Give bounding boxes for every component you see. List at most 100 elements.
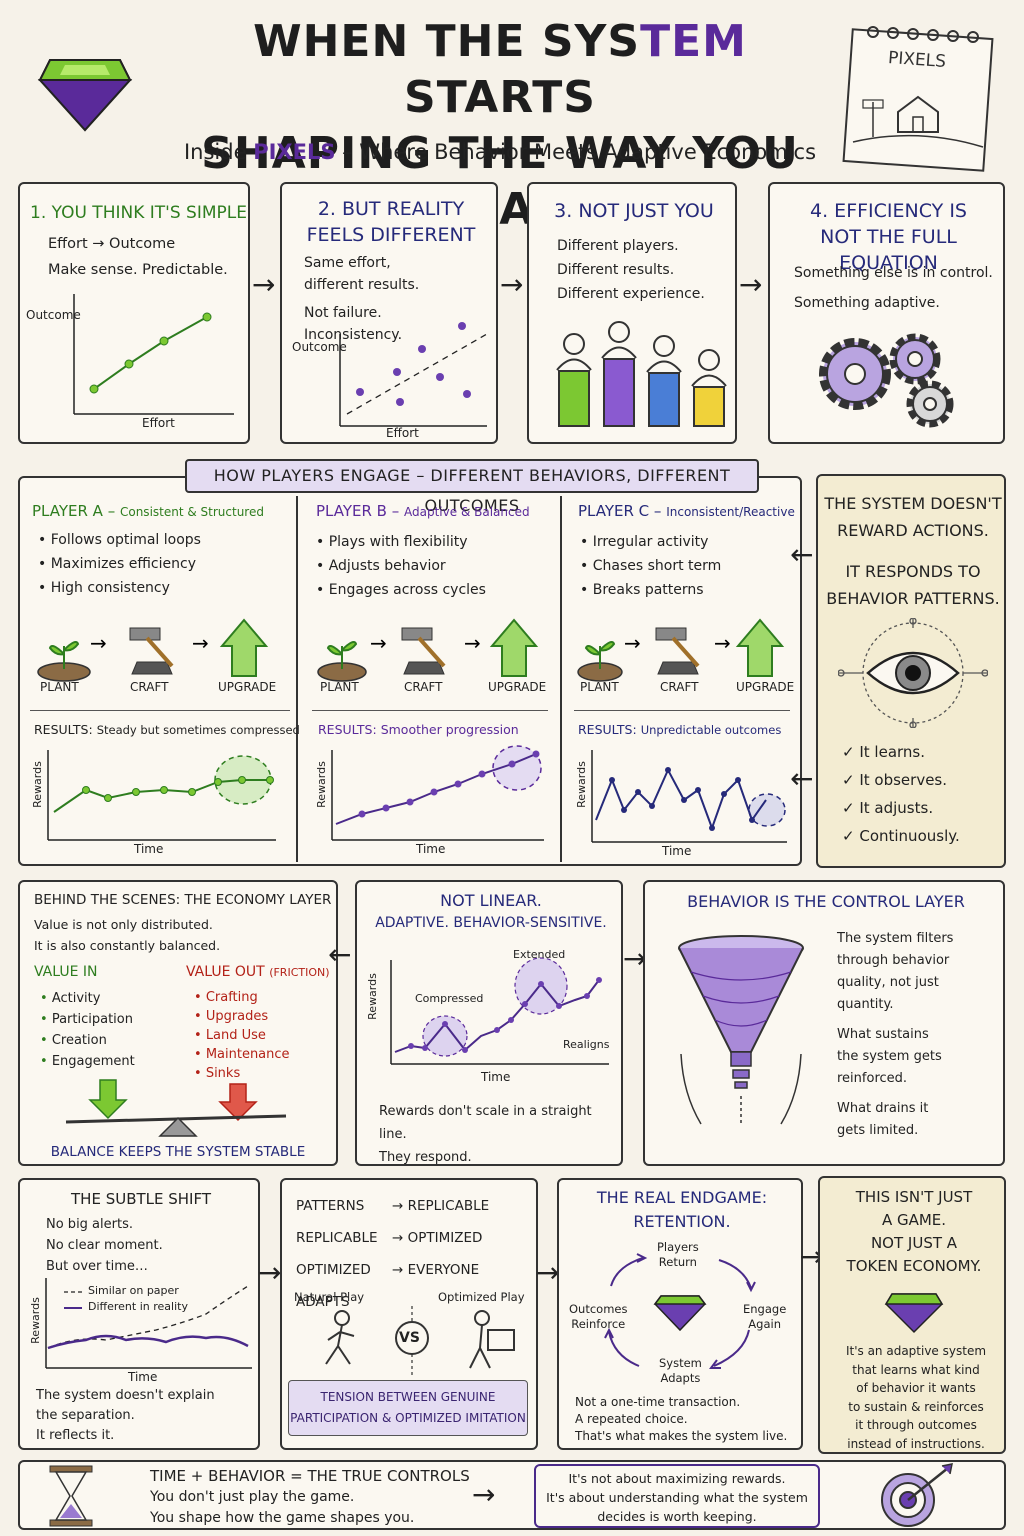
- panel-title: 4. EFFICIENCY IS NOT THE FULL EQUATION: [810, 200, 967, 274]
- divider: [574, 710, 790, 711]
- hourglass-icon: [46, 1464, 96, 1528]
- loop-illustration: → → PLANT CRAFT UPGRADE: [32, 614, 292, 704]
- value-in-list: • Activity • Participation • Creation • …: [40, 991, 135, 1069]
- player-a-bullets: Follows optimal loopsMaximizes efficienc…: [38, 528, 201, 600]
- panel-title: 3. NOT JUST YOU: [554, 200, 714, 222]
- value-out-title: VALUE OUT (FRICTION): [186, 964, 330, 980]
- economy-footer: BALANCE KEEPS THE SYSTEM STABLE: [50, 1144, 306, 1160]
- natural-play-label: Natural Play: [294, 1290, 365, 1304]
- player-a-chart: Rewards Time: [28, 740, 288, 860]
- scatter-chart: Outcome Effort: [282, 314, 500, 442]
- svg-text:→: →: [464, 631, 481, 655]
- patterns-list: PATTERNS → REPLICABLE REPLICABLE → OPTIMIZ…: [296, 1198, 490, 1310]
- cycle-label: System Adapts: [659, 1356, 702, 1385]
- economy-panel: BEHIND THE SCENES: THE ECONOMY LAYER Val…: [18, 880, 338, 1166]
- gem-logo-icon: [30, 30, 140, 140]
- panel-efficiency: 4. EFFICIENCY IS NOT THE FULL EQUATION So…: [768, 182, 1005, 444]
- arrow-icon: ←: [328, 938, 352, 971]
- arrow-icon: ←: [790, 538, 814, 571]
- players-podium-illustration: [539, 314, 729, 434]
- axis-label: Outcome: [292, 340, 347, 354]
- loop-label: PLANT: [320, 680, 359, 694]
- results-a: RESULTS: Steady but sometimes compressed: [34, 722, 300, 737]
- annotation: Realigns: [563, 1038, 610, 1051]
- svg-text:→: →: [714, 631, 731, 655]
- value-out-list: • Crafting • Upgrades • Land Use • Maint…: [194, 990, 290, 1081]
- footer-quote-box: It's not about maximizing rewards. It's a…: [534, 1464, 820, 1528]
- footer-bar: [18, 1460, 1006, 1530]
- panel-text: Rewards don't scale in a straight line. T…: [379, 1104, 592, 1165]
- gears-icon: [800, 324, 980, 434]
- control-panel: BEHAVIOR IS THE CONTROL LAYER The system…: [643, 880, 1005, 1166]
- player-b-chart: Rewards Time: [312, 740, 552, 860]
- cycle-label: Outcomes Reinforce: [569, 1302, 628, 1331]
- loop-label: PLANT: [580, 680, 619, 694]
- panel-text: It's an adaptive system that learns what …: [845, 1344, 987, 1451]
- loop-illustration: → → PLANT CRAFT UPGRADE: [312, 614, 562, 704]
- player-a-heading: PLAYER A – Consistent & Structured: [32, 502, 264, 520]
- loop-label: UPGRADE: [218, 680, 277, 694]
- panel-title: THIS ISN'T JUST A GAME. NOT JUST A TOKEN EC…: [846, 1188, 982, 1275]
- panel-title: 2. BUT REALITY FEELS DIFFERENT: [306, 198, 476, 246]
- results-b: RESULTS: Smoother progression: [318, 722, 519, 737]
- panel-not-just-you: 3. NOT JUST YOU Different players. Differ…: [527, 182, 737, 444]
- panel-text: Effort → Outcome: [48, 236, 176, 252]
- panel-text: Something else is in control. Something a…: [794, 265, 993, 311]
- axis-label: Rewards: [574, 761, 588, 808]
- cycle-label: Players Return: [657, 1240, 699, 1269]
- axis-label: Time: [662, 844, 692, 858]
- patterns-panel: PATTERNS → REPLICABLE REPLICABLE → OPTIMIZ…: [280, 1178, 538, 1450]
- cycle-label: Engage Again: [743, 1302, 787, 1331]
- player-b-bullets: Plays with flexibilityAdjusts behaviorEn…: [316, 530, 486, 602]
- panel-text: Same effort, different results. Not failu…: [304, 255, 420, 343]
- player-a-column: [20, 496, 298, 862]
- panel-text: The system doesn't explain the separation…: [36, 1388, 215, 1443]
- panel-text: Not a one-time transaction. A repeated ch…: [575, 1395, 788, 1443]
- page-subtitle: Inside PIXELS – Where Behavior Meets Ada…: [183, 140, 817, 164]
- loop-label: PLANT: [40, 680, 79, 694]
- arrow-icon: →: [252, 268, 276, 301]
- shift-chart: Similar on paper Different in reality Re…: [26, 1278, 258, 1388]
- axis-label: Rewards: [28, 1297, 42, 1344]
- panel-title: BEHAVIOR IS THE CONTROL LAYER: [687, 892, 965, 911]
- loop-label: UPGRADE: [736, 680, 795, 694]
- arrow-icon: →: [536, 1256, 560, 1289]
- loop-label: CRAFT: [660, 680, 699, 694]
- svg-text:→: →: [624, 631, 641, 655]
- system-text: THE SYSTEM DOESN'T REWARD ACTIONS. IT RES…: [824, 494, 1002, 608]
- control-text: The system filters through behavior qualit…: [837, 931, 954, 1138]
- panel-text: Different players. Different results. Diff…: [557, 238, 705, 302]
- divider: [30, 710, 290, 711]
- axis-label: Outcome: [26, 308, 81, 322]
- notebook-label: PIXELS: [887, 48, 947, 72]
- divider: [312, 710, 548, 711]
- footer-text: TIME + BEHAVIOR = THE TRUE CONTROLS You …: [150, 1467, 470, 1526]
- annotation: Extended: [513, 948, 566, 961]
- svg-text:→: →: [90, 631, 107, 655]
- results-c: RESULTS: Unpredictable outcomes: [578, 722, 782, 737]
- player-c-bullets: Irregular activityChases short termBreak…: [580, 530, 722, 602]
- panel-title: NOT LINEAR. ADAPTIVE. BEHAVIOR-SENSITIVE.: [375, 891, 607, 931]
- system-panel: THE SYSTEM DOESN'T REWARD ACTIONS. IT RES…: [816, 474, 1006, 868]
- svg-text:→: →: [192, 631, 209, 655]
- arrow-icon: →: [623, 942, 647, 975]
- panel-text: No big alerts. No clear moment. But over t…: [46, 1217, 163, 1274]
- system-checklist: ✓ It learns. ✓ It observes. ✓ It adjusts…: [842, 743, 960, 845]
- loop-label: CRAFT: [130, 680, 169, 694]
- gem-icon: [882, 1284, 946, 1334]
- eye-icon: [837, 617, 989, 729]
- annotation: Compressed: [415, 992, 484, 1005]
- axis-label: Rewards: [365, 973, 379, 1020]
- play-figures-illustration: VS: [302, 1306, 522, 1376]
- value-in-title: VALUE IN: [34, 964, 98, 980]
- funnel-icon: [661, 934, 821, 1134]
- notebook-illustration: PIXELS: [838, 22, 998, 172]
- arrow-icon: →: [472, 1478, 496, 1511]
- axis-label: Effort: [142, 416, 175, 430]
- arrow-icon: →: [739, 268, 763, 301]
- axis-label: Rewards: [30, 761, 44, 808]
- arrow-icon: →: [258, 1256, 282, 1289]
- subtle-shift-panel: THE SUBTLE SHIFT No big alerts. No clear …: [18, 1178, 260, 1450]
- nonlinear-panel: NOT LINEAR. ADAPTIVE. BEHAVIOR-SENSITIVE.…: [355, 880, 623, 1166]
- axis-label: Time: [134, 842, 164, 856]
